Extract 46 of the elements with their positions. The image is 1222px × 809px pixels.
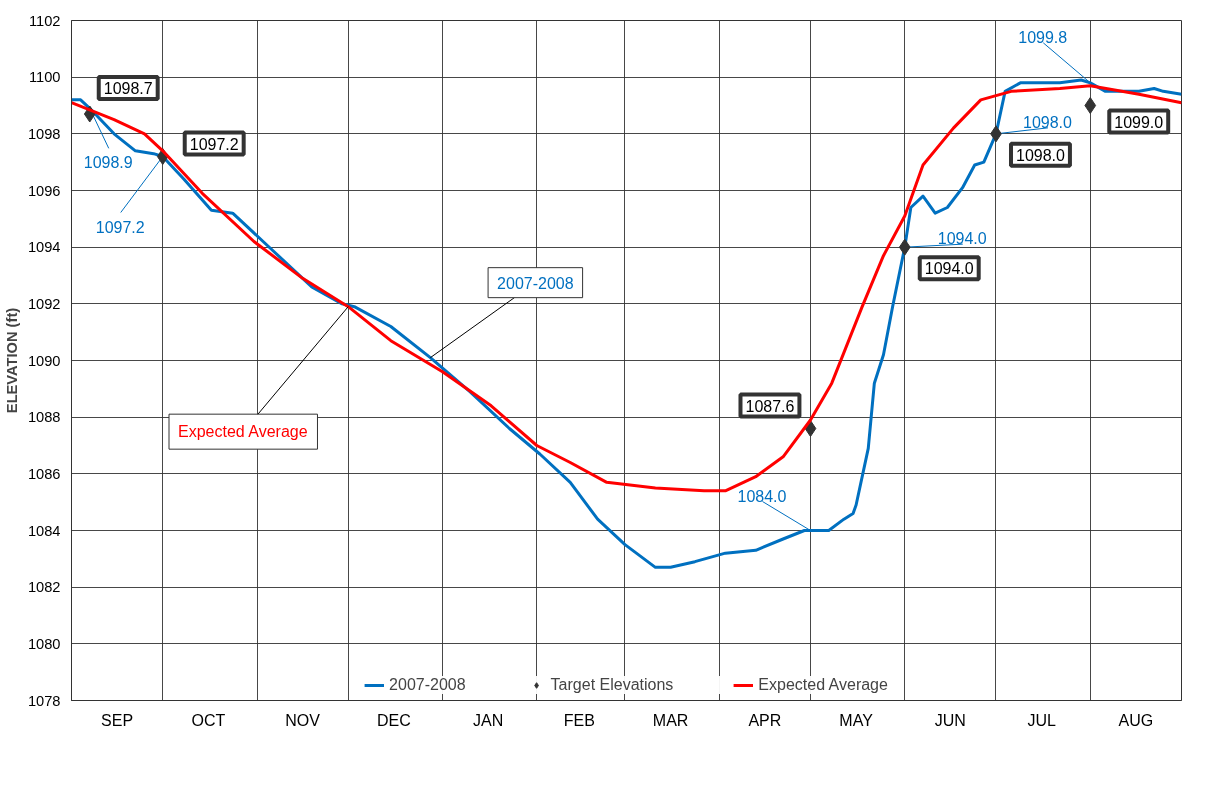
data-label: 1098.0 (1022, 113, 1073, 131)
point (804, 420, 817, 437)
legend-label: Target Elevations (550, 676, 674, 694)
x-tick-label: JAN (473, 711, 504, 729)
legend-label: Expected Average (758, 676, 888, 694)
x-tick-label: FEB (563, 711, 595, 729)
x-tick-label: AUG (1118, 711, 1154, 729)
data-label: 1099.0 (1114, 113, 1164, 131)
y-tick-label: 1102 (28, 12, 61, 29)
y-tick-label: 1094 (27, 239, 61, 256)
y-tick-label: 1096 (27, 182, 61, 199)
x-tick-label: MAY (839, 711, 874, 729)
data-label: 1094.0 (924, 260, 974, 278)
point (1084, 97, 1097, 114)
y-tick-label: 1100 (28, 69, 61, 86)
x-tick-label: DEC (376, 711, 411, 729)
x-tick-label: NOV (285, 711, 321, 729)
text: 2007-2008 (497, 274, 574, 292)
x-tick-label: SEP (101, 711, 134, 729)
y-axis-title: ELEVATION (ft) (3, 307, 20, 414)
data-label: 1097.2 (189, 135, 239, 153)
y-tick-label: 1082 (27, 579, 61, 596)
x-tick-label: OCT (191, 711, 226, 729)
data-label: 1094.0 (937, 230, 987, 248)
text: Expected Average (178, 423, 308, 441)
data-label: 1097.2 (95, 218, 145, 236)
legend-label: 2007-2008 (389, 676, 466, 694)
y-tick-label: 1098 (27, 125, 61, 142)
point (898, 238, 911, 256)
x-tick-label: JUL (1027, 711, 1056, 729)
data-label: 1098.9 (83, 154, 133, 172)
y-tick-label: 1086 (27, 465, 61, 482)
y-tick-label: 1078 (27, 692, 61, 709)
x-tick-label: MAR (652, 711, 689, 729)
y-tick-label: 1090 (27, 352, 61, 369)
data-label: 1099.8 (1018, 28, 1068, 46)
data-label: 1098.7 (103, 80, 153, 97)
y-tick-label: 1080 (27, 635, 61, 652)
x-tick-label: JUN (934, 711, 966, 729)
data-label: 1084.0 (737, 487, 787, 505)
x-tick-label: APR (748, 711, 782, 729)
data-label: 1098.0 (1015, 146, 1066, 164)
y-tick-label: 1084 (27, 522, 61, 539)
data-label: 1087.6 (745, 397, 795, 415)
y-tick-label: 1088 (27, 409, 61, 426)
y-tick-label: 1092 (27, 295, 61, 312)
